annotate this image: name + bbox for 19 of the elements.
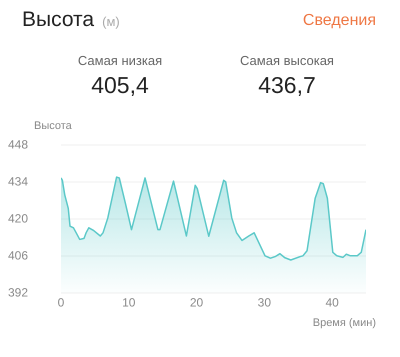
x-axis-title: Время (мин) <box>312 317 376 329</box>
x-tick-label: 40 <box>325 296 340 310</box>
chart-title: Высота <box>22 8 94 31</box>
text: 436,7 <box>257 72 317 99</box>
text: Сведения <box>302 12 376 30</box>
text: Самая низкая <box>76 53 164 68</box>
y-tick-label: 406 <box>8 248 28 262</box>
x-tick-label: 30 <box>258 296 272 310</box>
y-tick-label: 420 <box>8 211 28 226</box>
y-tick-label: 448 <box>8 138 28 152</box>
text: Самая высокая <box>239 53 335 68</box>
y-tick-label: 392 <box>8 285 28 300</box>
text: 405,4 <box>90 72 150 99</box>
chart-subtitle: (м) <box>102 14 120 29</box>
x-tick-label: 0 <box>58 296 65 310</box>
x-tick-label: 20 <box>190 296 204 310</box>
y-axis-title: Высота <box>34 120 72 132</box>
y-tick-label: 434 <box>8 174 28 188</box>
x-tick-label: 10 <box>122 296 136 310</box>
